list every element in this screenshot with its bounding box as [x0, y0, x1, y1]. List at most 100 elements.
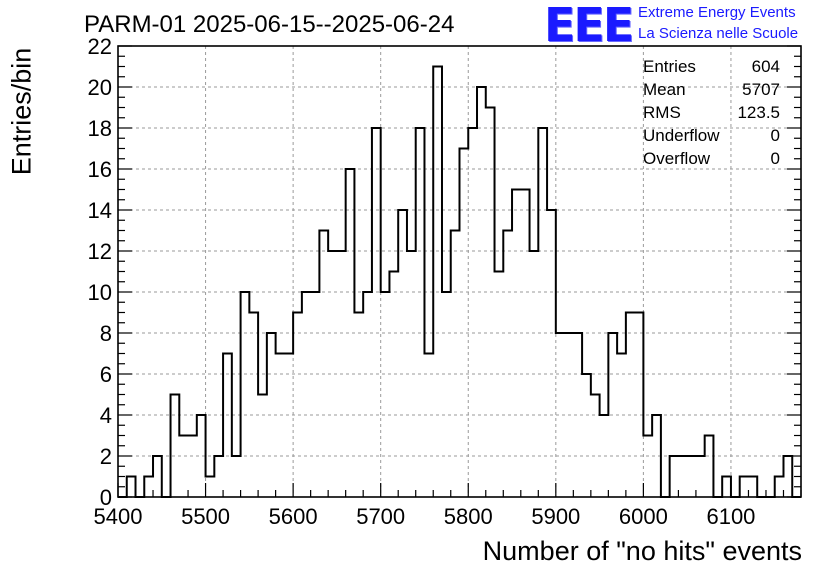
- histogram-bin: [381, 292, 390, 497]
- histogram-bin: [337, 251, 346, 497]
- histogram-bin: [433, 67, 442, 498]
- histogram-bin: [696, 456, 705, 497]
- histogram-bin: [783, 456, 792, 497]
- histogram-bin: [608, 333, 617, 497]
- y-tick-label: 14: [88, 198, 112, 223]
- stats-box: Entries 604 Mean 5707 RMS 123.5 Underflo…: [643, 57, 780, 172]
- y-tick-label: 2: [100, 444, 112, 469]
- x-tick-label: 5700: [356, 504, 405, 529]
- histogram-bins: [118, 65, 801, 498]
- stat-row-entries: Entries 604: [643, 57, 780, 80]
- histogram-bin: [573, 333, 582, 497]
- histogram-bin: [775, 477, 784, 498]
- stat-label: Entries: [643, 57, 696, 76]
- histogram-bin: [530, 251, 539, 497]
- histogram-bin: [416, 128, 425, 497]
- stat-label: Underflow: [643, 126, 720, 145]
- histogram-outline: [118, 65, 801, 498]
- y-tick-label: 6: [100, 362, 112, 387]
- stat-row-mean: Mean 5707: [643, 80, 780, 103]
- histogram-bin: [424, 354, 433, 498]
- histogram-bin: [451, 231, 460, 498]
- histogram-bin: [206, 477, 215, 498]
- stat-value: 0: [770, 126, 780, 145]
- eee-logo: EEE Extreme Energy Events La Scienza nel…: [544, 0, 834, 52]
- histogram-bin: [652, 415, 661, 497]
- histogram-bin: [442, 292, 451, 497]
- plot-frame: [117, 45, 802, 498]
- histogram-bin: [276, 354, 285, 498]
- histogram-bin: [214, 456, 223, 497]
- x-tick-label: 5400: [94, 504, 143, 529]
- histogram-bin: [670, 456, 679, 497]
- histogram-bin: [188, 436, 197, 498]
- histogram-bin: [503, 231, 512, 498]
- y-axis-label: Entries/bin: [6, 47, 37, 176]
- histogram-bin: [486, 108, 495, 498]
- histogram-bin: [722, 477, 731, 498]
- histogram-bin: [354, 313, 363, 498]
- y-tick-label: 12: [88, 239, 112, 264]
- histogram-bin: [293, 313, 302, 498]
- histogram-bin: [565, 333, 574, 497]
- stat-label: RMS: [643, 103, 681, 122]
- logo-line-1: Extreme Energy Events: [638, 4, 796, 21]
- stat-row-rms: RMS 123.5: [643, 103, 780, 126]
- histogram-bin: [328, 251, 337, 497]
- histogram-bin: [302, 292, 311, 497]
- x-axis-label: Number of "no hits" events: [482, 536, 802, 566]
- histogram-bin: [538, 128, 547, 497]
- histogram-bin: [389, 272, 398, 498]
- y-tick-label: 8: [100, 321, 112, 346]
- histogram-bin: [407, 251, 416, 497]
- histogram-bin: [477, 87, 486, 497]
- histogram-bin: [346, 169, 355, 497]
- stat-label: Overflow: [643, 149, 711, 168]
- tick-labels: 5400 5500 5600 5700 5800 5900 6000 6100 0 2 4 6 8 10 1…: [88, 34, 756, 529]
- histogram-bin: [258, 395, 267, 498]
- histogram-bin: [179, 436, 188, 498]
- y-tick-label: 16: [88, 157, 112, 182]
- logo-line-2: La Scienza nelle Scuole: [638, 25, 799, 42]
- y-tick-label: 22: [88, 34, 112, 59]
- histogram-bin: [748, 477, 757, 498]
- histogram-bin: [556, 333, 565, 497]
- histogram-bin: [626, 313, 635, 498]
- y-tick-label: 4: [100, 403, 112, 428]
- histogram-bin: [591, 395, 600, 498]
- histogram-bin: [241, 292, 250, 497]
- x-tick-label: 6100: [706, 504, 755, 529]
- x-tick-label: 5900: [531, 504, 580, 529]
- histogram-bin: [398, 210, 407, 497]
- stat-value: 123.5: [737, 103, 780, 122]
- stat-value: 604: [751, 57, 780, 76]
- histogram-bin: [311, 292, 320, 497]
- stat-row-underflow: Underflow 0: [643, 126, 780, 149]
- y-tick-label: 0: [100, 485, 112, 510]
- histogram-bin: [319, 231, 328, 498]
- x-tick-label: 5600: [269, 504, 318, 529]
- x-tick-label: 5500: [181, 504, 230, 529]
- histogram-bin: [267, 333, 276, 497]
- histogram-bin: [223, 354, 232, 498]
- histogram-bin: [232, 456, 241, 497]
- histogram-bin: [582, 374, 591, 497]
- stat-label: Mean: [643, 80, 686, 99]
- histogram-bin: [249, 313, 258, 498]
- stat-value: 0: [770, 149, 780, 168]
- histogram-bin: [127, 477, 136, 498]
- histogram-bin: [372, 128, 381, 497]
- histogram-bin: [468, 128, 477, 497]
- histogram-bin: [153, 456, 162, 497]
- histogram-bin: [495, 272, 504, 498]
- histogram-bin: [512, 190, 521, 498]
- histogram-bin: [363, 292, 372, 497]
- chart-title: PARM-01 2025-06-15--2025-06-24: [84, 11, 455, 38]
- histogram-bin: [197, 415, 206, 497]
- y-tick-label: 10: [88, 280, 112, 305]
- x-tick-label: 6000: [619, 504, 668, 529]
- histogram-bin: [705, 436, 714, 498]
- histogram-bin: [144, 477, 153, 498]
- histogram-bin: [171, 395, 180, 498]
- y-tick-label: 20: [88, 75, 112, 100]
